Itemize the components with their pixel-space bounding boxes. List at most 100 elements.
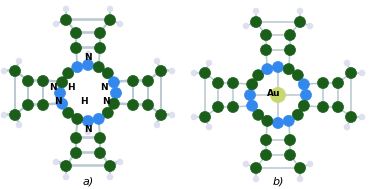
- Circle shape: [108, 98, 120, 109]
- Circle shape: [260, 29, 272, 40]
- Circle shape: [307, 23, 313, 29]
- Circle shape: [295, 163, 306, 174]
- Circle shape: [102, 107, 113, 118]
- Circle shape: [10, 66, 20, 77]
- Circle shape: [85, 51, 91, 57]
- Circle shape: [16, 58, 22, 64]
- Circle shape: [333, 101, 343, 112]
- Circle shape: [142, 99, 154, 111]
- Text: N: N: [100, 84, 108, 92]
- Circle shape: [93, 62, 104, 73]
- Circle shape: [298, 100, 309, 111]
- Circle shape: [307, 161, 313, 167]
- Circle shape: [53, 21, 59, 27]
- Circle shape: [260, 149, 272, 160]
- Circle shape: [61, 160, 71, 171]
- Circle shape: [108, 77, 120, 88]
- Circle shape: [344, 60, 350, 66]
- Circle shape: [85, 129, 91, 135]
- Text: N: N: [84, 53, 92, 61]
- Circle shape: [247, 79, 258, 90]
- Circle shape: [260, 135, 272, 146]
- Circle shape: [10, 109, 20, 121]
- Circle shape: [111, 88, 121, 98]
- Circle shape: [253, 109, 264, 120]
- Circle shape: [283, 115, 294, 126]
- Circle shape: [1, 112, 7, 118]
- Circle shape: [253, 70, 264, 81]
- Circle shape: [298, 79, 309, 90]
- Circle shape: [1, 68, 7, 74]
- Circle shape: [155, 109, 167, 121]
- Text: a): a): [83, 176, 94, 186]
- Circle shape: [128, 99, 138, 111]
- Circle shape: [107, 174, 113, 180]
- Circle shape: [57, 98, 68, 109]
- Text: H: H: [67, 84, 75, 92]
- Circle shape: [228, 77, 239, 88]
- Circle shape: [71, 132, 81, 143]
- Circle shape: [295, 16, 306, 28]
- Circle shape: [37, 75, 48, 87]
- Circle shape: [63, 6, 69, 12]
- Circle shape: [83, 115, 94, 126]
- Circle shape: [272, 61, 283, 73]
- Circle shape: [94, 147, 105, 159]
- Circle shape: [117, 21, 123, 27]
- Circle shape: [94, 132, 105, 143]
- Text: b): b): [272, 176, 284, 186]
- Circle shape: [297, 8, 303, 14]
- Circle shape: [71, 43, 81, 53]
- Text: N: N: [54, 97, 62, 105]
- Circle shape: [247, 100, 258, 111]
- Circle shape: [169, 112, 175, 118]
- Circle shape: [71, 28, 81, 39]
- Circle shape: [297, 176, 303, 182]
- Circle shape: [243, 23, 249, 29]
- Circle shape: [346, 67, 357, 78]
- Text: N: N: [49, 84, 57, 92]
- Circle shape: [104, 160, 115, 171]
- Text: N: N: [102, 97, 110, 105]
- Circle shape: [199, 67, 211, 78]
- Circle shape: [191, 70, 197, 76]
- Circle shape: [346, 112, 357, 122]
- Circle shape: [93, 113, 104, 124]
- Circle shape: [102, 68, 113, 79]
- Circle shape: [128, 75, 138, 87]
- Circle shape: [23, 99, 34, 111]
- Circle shape: [212, 77, 223, 88]
- Circle shape: [243, 161, 249, 167]
- Circle shape: [63, 107, 74, 118]
- Circle shape: [262, 64, 273, 75]
- Circle shape: [107, 6, 113, 12]
- Circle shape: [292, 70, 303, 81]
- Circle shape: [104, 15, 115, 26]
- Circle shape: [262, 115, 273, 126]
- Circle shape: [285, 149, 296, 160]
- Circle shape: [155, 66, 167, 77]
- Circle shape: [72, 62, 83, 73]
- Circle shape: [359, 70, 365, 76]
- Circle shape: [253, 176, 259, 182]
- Circle shape: [63, 174, 69, 180]
- Circle shape: [154, 58, 160, 64]
- Circle shape: [63, 68, 74, 79]
- Circle shape: [206, 60, 212, 66]
- Circle shape: [250, 16, 262, 28]
- Circle shape: [72, 113, 83, 124]
- Circle shape: [16, 122, 22, 128]
- Circle shape: [245, 90, 256, 101]
- Circle shape: [206, 124, 212, 130]
- Circle shape: [23, 75, 34, 87]
- Circle shape: [71, 147, 81, 159]
- Circle shape: [300, 90, 312, 101]
- Circle shape: [83, 60, 94, 70]
- Circle shape: [285, 135, 296, 146]
- Circle shape: [61, 15, 71, 26]
- Circle shape: [344, 124, 350, 130]
- Circle shape: [317, 101, 329, 112]
- Circle shape: [272, 118, 283, 129]
- Circle shape: [212, 101, 223, 112]
- Circle shape: [154, 122, 160, 128]
